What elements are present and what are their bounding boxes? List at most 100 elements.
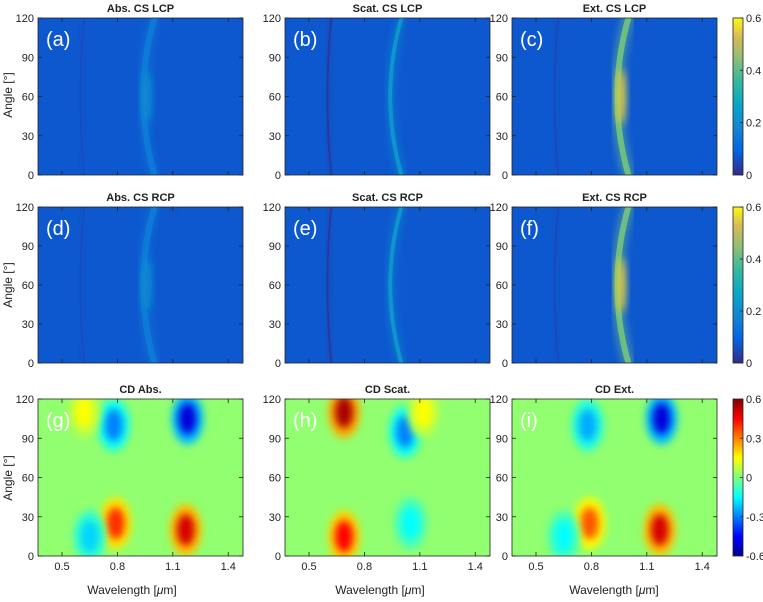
ridge-line xyxy=(553,18,559,175)
heatmap-area xyxy=(285,18,490,175)
y-tick-label: 90 xyxy=(22,433,34,445)
y-tick-label: 120 xyxy=(490,202,508,214)
panel-tag: (e) xyxy=(293,218,317,240)
ridge-line xyxy=(388,207,404,363)
ridge-peak xyxy=(142,256,152,314)
panel-d: Abs. CS RCP (d) 0 30 60 90 120 xyxy=(16,192,244,370)
x-tick-label: 0.8 xyxy=(110,561,125,573)
ridge-line xyxy=(156,207,175,248)
panel-b: Scat. CS LCP (b) 0 30 60 90 120 xyxy=(263,3,491,182)
y-tick-label: 60 xyxy=(269,92,281,104)
x-tick-label: 1.4 xyxy=(468,561,483,573)
panel-tag: (i) xyxy=(520,410,538,432)
cd-blob-core xyxy=(335,520,354,553)
y-tick-label: 90 xyxy=(22,52,34,64)
y-tick-label: 120 xyxy=(490,394,508,406)
x-axis-label-col-2: Wavelength [μm] xyxy=(335,583,425,597)
heatmap-area xyxy=(512,399,717,556)
y-tick-label: 120 xyxy=(263,202,281,214)
y-tick-label: 90 xyxy=(269,433,281,445)
x-tick-label: 0.5 xyxy=(528,561,543,573)
panel-c: Ext. CS LCP (c) 0 30 60 90 120 xyxy=(490,3,718,182)
y-tick-label: 120 xyxy=(490,13,508,25)
heatmap-area xyxy=(38,399,243,556)
cd-blob-core xyxy=(104,409,123,442)
x-tick-label: 1.4 xyxy=(221,561,236,573)
y-tick-label: 30 xyxy=(496,512,508,524)
ridge-peak xyxy=(142,68,152,125)
panel-g: CD Abs. (g) 0 30 60 90 120 0.5 0.8 1.1 1.4 xyxy=(16,384,244,573)
ridge-line xyxy=(156,133,175,175)
y-tick-label: 0 xyxy=(275,551,281,563)
panel-a: Abs. CS LCP (a) 0 30 60 90 120 xyxy=(16,3,244,182)
y-tick-label: 90 xyxy=(496,52,508,64)
y-tick-label: 90 xyxy=(496,241,508,253)
cd-blob-core xyxy=(401,507,420,540)
y-tick-label: 30 xyxy=(22,319,34,331)
heatmap-area xyxy=(38,207,243,363)
colorbar-tick-label: 0.2 xyxy=(746,306,761,318)
y-tick-label: 0 xyxy=(502,358,508,370)
panel-tag: (c) xyxy=(520,29,543,51)
x-tick-label: 0.5 xyxy=(54,561,69,573)
x-tick-label: 0.8 xyxy=(357,561,372,573)
panel-title: Ext. CS LCP xyxy=(583,3,647,15)
colorbar-row-2: 0.6 0.4 0.2 0 xyxy=(732,202,761,370)
y-tick-label: 60 xyxy=(22,92,34,104)
x-axis-label-col-3: Wavelength [μm] xyxy=(569,583,659,597)
x-tick-label: 1.1 xyxy=(412,561,427,573)
panel-tag: (b) xyxy=(293,29,317,51)
ridge-line xyxy=(79,18,85,175)
y-tick-label: 0 xyxy=(28,358,34,370)
panel-title: CD Ext. xyxy=(595,384,634,396)
y-tick-label: 30 xyxy=(496,319,508,331)
y-tick-label: 90 xyxy=(269,52,281,64)
cd-blob-core xyxy=(554,520,573,553)
heatmap-background xyxy=(285,399,490,556)
y-tick-label: 90 xyxy=(269,241,281,253)
y-axis-label-row-1: Angle [°] xyxy=(1,72,15,118)
y-tick-label: 60 xyxy=(269,280,281,292)
ridge-line xyxy=(79,207,85,363)
y-axis-label-row-3: Angle [°] xyxy=(1,455,15,501)
panel-title: Abs. CS LCP xyxy=(107,3,174,15)
cd-blob-core xyxy=(650,513,669,546)
colorbar-tick-label: 0.6 xyxy=(746,13,761,25)
ridge-peak xyxy=(616,68,626,125)
y-tick-label: 120 xyxy=(263,394,281,406)
y-tick-label: 60 xyxy=(22,473,34,485)
x-tick-label: 1.1 xyxy=(639,561,654,573)
y-tick-label: 90 xyxy=(22,241,34,253)
heatmap-background xyxy=(512,399,717,556)
y-tick-label: 30 xyxy=(269,319,281,331)
cd-blob-core xyxy=(75,399,94,429)
ridge-peak xyxy=(616,256,626,314)
x-tick-label: 1.1 xyxy=(165,561,180,573)
panel-tag: (d) xyxy=(46,218,70,240)
colorbar-tick-label: 0 xyxy=(746,358,752,370)
y-tick-label: 120 xyxy=(263,13,281,25)
panel-f: Ext. CS RCP (f) 0 30 60 90 120 xyxy=(490,192,718,370)
x-tick-label: 1.4 xyxy=(695,561,710,573)
panel-tag: (g) xyxy=(46,410,70,432)
panel-title: CD Abs. xyxy=(119,384,161,396)
panel-tag: (h) xyxy=(293,410,317,432)
ridge-line xyxy=(326,207,333,363)
y-tick-label: 30 xyxy=(22,512,34,524)
y-tick-label: 0 xyxy=(502,551,508,563)
y-tick-label: 90 xyxy=(496,433,508,445)
y-tick-label: 30 xyxy=(22,131,34,143)
colorbar-tick-label: 0.3 xyxy=(746,433,761,445)
cd-blob-core xyxy=(335,399,354,429)
panel-tag: (a) xyxy=(46,29,70,51)
cd-blob-core xyxy=(80,520,99,553)
colorbar-tick-label: 0 xyxy=(746,170,752,182)
x-tick-label: 0.5 xyxy=(301,561,316,573)
y-tick-label: 0 xyxy=(28,551,34,563)
panel-title: Scat. CS RCP xyxy=(352,192,423,204)
y-tick-label: 60 xyxy=(22,280,34,292)
x-axis-label-col-1: Wavelength [μm] xyxy=(87,583,177,597)
colorbar-tick-label: 0.4 xyxy=(746,65,761,77)
y-axis-label-row-2: Angle [°] xyxy=(1,262,15,308)
